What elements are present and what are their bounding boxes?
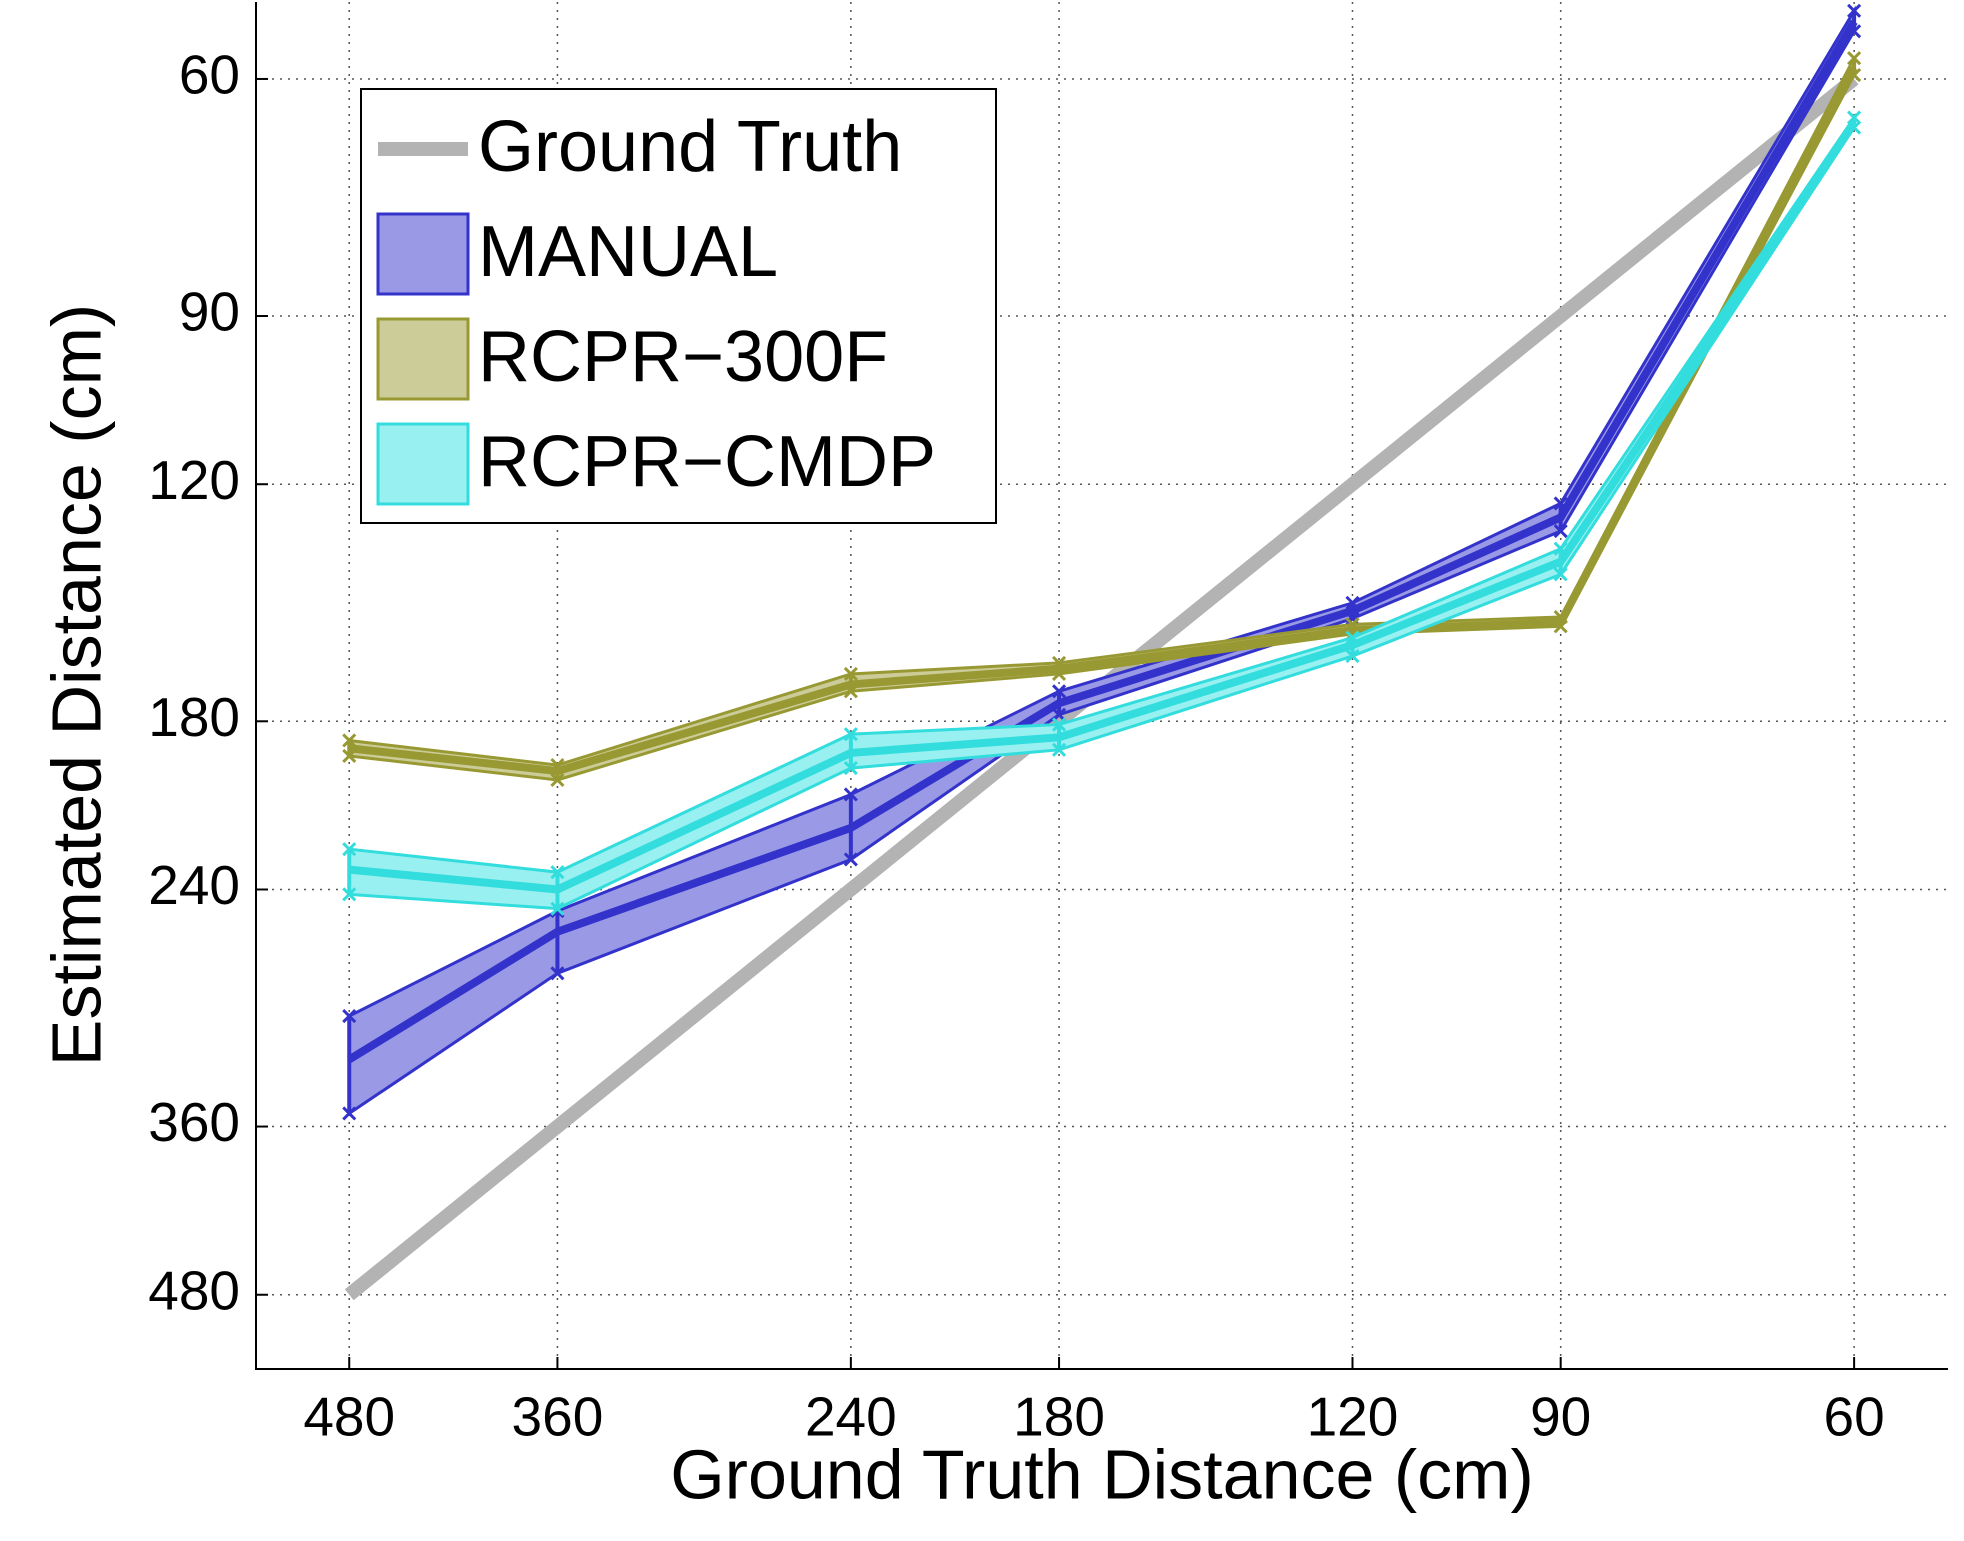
marker [1847, 3, 1862, 18]
marker [1553, 523, 1568, 539]
marker [843, 761, 858, 776]
marker [1051, 742, 1067, 757]
marker [342, 1008, 357, 1024]
legend-label: RCPR−300F [478, 317, 888, 397]
marker [843, 666, 858, 682]
line [347, 19, 1858, 1063]
line [344, 73, 1859, 1301]
y-tick-label: 60 [179, 43, 240, 105]
marker [843, 787, 858, 802]
marker [550, 772, 565, 788]
marker [1345, 649, 1360, 664]
x-tick-label: 480 [303, 1386, 395, 1448]
y-tick-label: 180 [148, 686, 240, 748]
x-axis-label: Ground Truth Distance (cm) [670, 1435, 1534, 1513]
legend-swatch [376, 317, 470, 401]
x-tick-label: 60 [1824, 1386, 1885, 1448]
marker [550, 966, 565, 981]
x-tick-label: 180 [1013, 1386, 1105, 1448]
line [348, 120, 1858, 894]
marker [843, 727, 858, 742]
line [348, 66, 1858, 776]
marker [550, 865, 565, 880]
marker [550, 901, 565, 916]
marker [1847, 51, 1862, 66]
y-tick-label: 120 [148, 449, 240, 511]
axes [255, 2, 1948, 1370]
y-axis-label: Estimated Distance (cm) [37, 304, 115, 1066]
marker [843, 852, 858, 867]
marker [342, 842, 357, 857]
marker [1553, 567, 1568, 582]
legend-swatch [376, 422, 470, 506]
marker [342, 1106, 357, 1121]
marker [342, 733, 357, 748]
legend-label: RCPR−CMDP [478, 422, 936, 502]
y-tick-label: 90 [179, 281, 240, 343]
y-tick-label: 360 [148, 1091, 240, 1153]
marker [342, 887, 357, 902]
legend-label: MANUAL [478, 212, 778, 292]
x-tick-label: 120 [1307, 1386, 1399, 1448]
legend-swatch [376, 212, 470, 296]
marker [1051, 717, 1067, 732]
legend-label: Ground Truth [478, 107, 902, 187]
x-tick-label: 90 [1530, 1386, 1591, 1448]
y-tick-label: 480 [148, 1259, 240, 1321]
marker [1051, 684, 1067, 699]
x-tick-label: 360 [512, 1386, 604, 1448]
y-tick-label: 240 [148, 854, 240, 916]
x-tick-label: 240 [805, 1386, 897, 1448]
